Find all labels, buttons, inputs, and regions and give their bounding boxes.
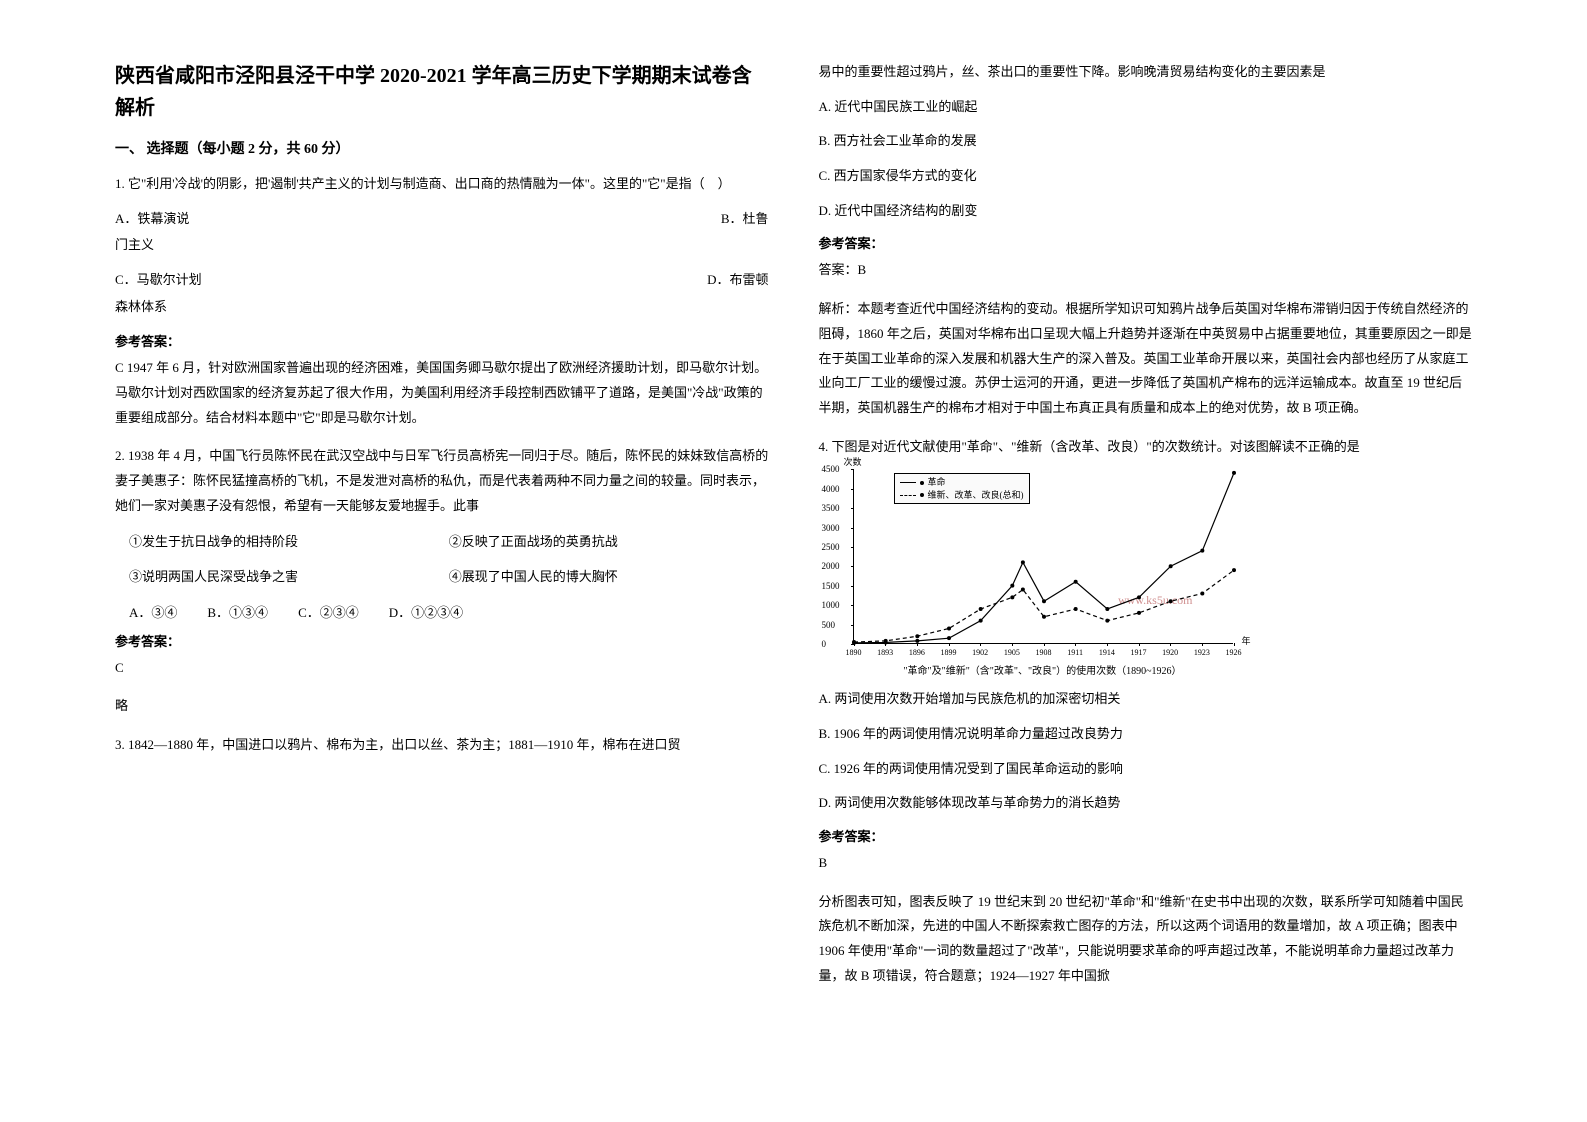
q2-s2: ②反映了正面战场的英勇抗战 xyxy=(449,528,769,557)
q3-B: B. 西方社会工业革命的发展 xyxy=(819,129,1473,154)
q2-A: A．③④ xyxy=(129,602,177,621)
q3-A: A. 近代中国民族工业的崛起 xyxy=(819,95,1473,120)
q1-optD-part: D．布雷顿 xyxy=(707,268,768,293)
q4-B: B. 1906 年的两词使用情况说明革命力量超过改良势力 xyxy=(819,722,1473,747)
q1-optB-part: B．杜鲁 xyxy=(721,207,769,232)
q3-stem-left: 3. 1842—1880 年，中国进口以鸦片、棉布为主，出口以丝、茶为主；188… xyxy=(115,733,769,758)
q2-s1: ①发生于抗日战争的相持阶段 xyxy=(129,528,449,557)
page-title: 陕西省咸阳市泾阳县泾干中学 2020-2021 学年高三历史下学期期末试卷含解析 xyxy=(115,60,769,124)
q3-ans-line1: 答案：B xyxy=(819,258,1473,283)
q2-subopts: ①发生于抗日战争的相持阶段 ②反映了正面战场的英勇抗战 ③说明两国人民深受战争之… xyxy=(115,528,769,591)
q4-ans1: B xyxy=(819,851,1473,876)
q2-abcd: A．③④ B．①③④ C．②③④ D．①②③④ xyxy=(129,602,769,621)
q1-ans: C 1947 年 6 月，针对欧洲国家普遍出现的经济困难，美国国务卿马歇尔提出了… xyxy=(115,356,769,430)
q4-C: C. 1926 年的两词使用情况受到了国民革命运动的影响 xyxy=(819,757,1473,782)
q4-stem: 4. 下图是对近代文献使用"革命"、"维新（含改革、改良）"的次数统计。对该图解… xyxy=(819,435,1473,460)
q2-ans1: C xyxy=(115,656,769,681)
q2-ans2: 略 xyxy=(115,694,769,719)
q3-stem-right: 易中的重要性超过鸦片，丝、茶出口的重要性下降。影响晚清贸易结构变化的主要因素是 xyxy=(819,60,1473,85)
left-column: 陕西省咸阳市泾阳县泾干中学 2020-2021 学年高三历史下学期期末试卷含解析… xyxy=(90,60,794,1062)
q4-ans-label: 参考答案： xyxy=(819,826,1473,845)
q1-ans-label: 参考答案： xyxy=(115,331,769,350)
q1-row1: A．铁幕演说 B．杜鲁 xyxy=(115,207,769,232)
q2-s4: ④展现了中国人民的博大胸怀 xyxy=(449,563,769,592)
q4-D: D. 两词使用次数能够体现改革与革命势力的消长趋势 xyxy=(819,791,1473,816)
line-chart: 次数 年 革命 维新、改革、改良(总和) www.ks5u.com 050010… xyxy=(853,469,1233,644)
q4-A: A. 两词使用次数开始增加与民族危机的加深密切相关 xyxy=(819,687,1473,712)
q1-row2: C．马歇尔计划 D．布雷顿 xyxy=(115,268,769,293)
q1-optA: A．铁幕演说 xyxy=(115,207,189,232)
q1-optC: C．马歇尔计划 xyxy=(115,268,202,293)
chart-caption: "革命"及"维新"（含"改革"、"改良"）的使用次数（1890~1926） xyxy=(853,662,1233,677)
right-column: 易中的重要性超过鸦片，丝、茶出口的重要性下降。影响晚清贸易结构变化的主要因素是 … xyxy=(794,60,1498,1062)
q3-D: D. 近代中国经济结构的剧变 xyxy=(819,199,1473,224)
q3-ans-text: 解析：本题考查近代中国经济结构的变动。根据所学知识可知鸦片战争后英国对华棉布滞销… xyxy=(819,297,1473,420)
q1-optD-wrap: 森林体系 xyxy=(115,293,769,322)
q1-stem: 1. 它"利用'冷战'的阴影，把'遏制'共产主义的计划与制造商、出口商的热情融为… xyxy=(115,172,769,197)
q4-ans-text: 分析图表可知，图表反映了 19 世纪末到 20 世纪初"革命"和"维新"在史书中… xyxy=(819,890,1473,989)
q2-B: B．①③④ xyxy=(207,602,268,621)
chart-lines xyxy=(854,469,1233,643)
q1-optB-wrap: 门主义 xyxy=(115,231,769,260)
section-header: 一、 选择题（每小题 2 分，共 60 分） xyxy=(115,138,769,158)
q2-s3: ③说明两国人民深受战争之害 xyxy=(129,563,449,592)
q2-D: D．①②③④ xyxy=(389,602,463,621)
q2-C: C．②③④ xyxy=(298,602,359,621)
chart-ylabel: 次数 xyxy=(844,455,862,468)
q2-stem: 2. 1938 年 4 月，中国飞行员陈怀民在武汉空战中与日军飞行员高桥宪一同归… xyxy=(115,444,769,518)
q2-ans-label: 参考答案： xyxy=(115,631,769,650)
q3-C: C. 西方国家侵华方式的变化 xyxy=(819,164,1473,189)
q3-ans-label: 参考答案： xyxy=(819,233,1473,252)
chart-xlabel: 年 xyxy=(1241,634,1250,647)
chart-container: 次数 年 革命 维新、改革、改良(总和) www.ks5u.com 050010… xyxy=(833,469,1233,677)
